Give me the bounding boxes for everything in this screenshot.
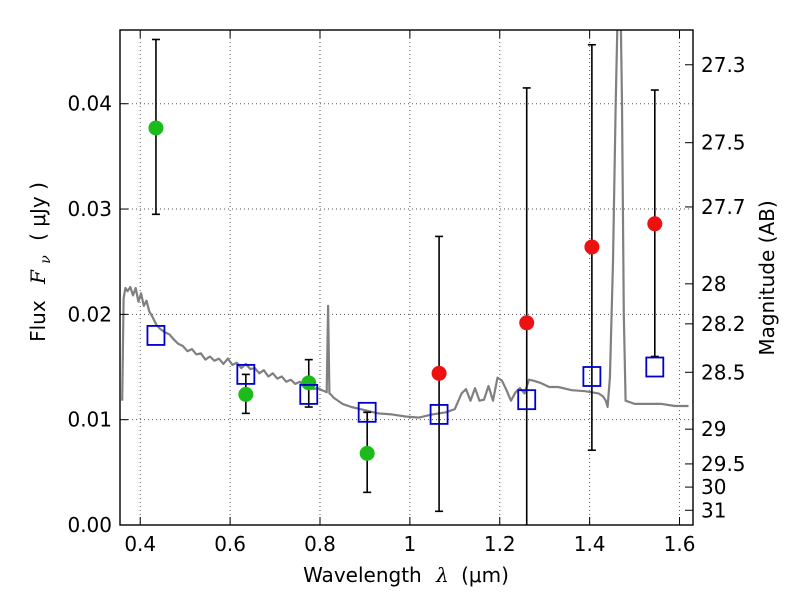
x-tick-label: 1.4 bbox=[574, 532, 606, 556]
x-tick-label: 1 bbox=[404, 532, 417, 556]
y2-tick-label: 29 bbox=[701, 417, 726, 441]
y2-tick-label: 31 bbox=[701, 498, 726, 522]
y-tick-label: 0.00 bbox=[67, 513, 112, 537]
y-axis-label: Flux F ν ( μJy ) bbox=[26, 182, 55, 342]
plot-frame bbox=[119, 29, 694, 526]
x-tick-label: 0.4 bbox=[124, 532, 156, 556]
x-tick-label: 1.6 bbox=[664, 532, 696, 556]
grid bbox=[120, 30, 693, 526]
y2-tick-label: 29.5 bbox=[701, 452, 746, 476]
x-tick-label: 1.2 bbox=[484, 532, 516, 556]
y-tick-label: 0.03 bbox=[67, 197, 112, 221]
x-axis-label-unit: (μm) bbox=[461, 563, 509, 587]
y-axis-label-symbol: F bbox=[26, 269, 50, 285]
data-point-square bbox=[517, 389, 537, 411]
data-point-square bbox=[357, 401, 377, 423]
data-point-square bbox=[146, 325, 166, 346]
y-axis-label-subscript: ν bbox=[38, 255, 54, 264]
y2-tick-label: 28 bbox=[701, 272, 726, 296]
x-tick-label: 0.8 bbox=[304, 532, 336, 556]
y-tick-label: 0.04 bbox=[67, 92, 112, 116]
y-tick-label: 0.01 bbox=[67, 408, 112, 432]
data-point-square bbox=[429, 404, 449, 425]
data-point-square bbox=[299, 384, 319, 405]
y2-axis-label: Magnitude (AB) bbox=[755, 200, 779, 355]
y2-tick-label: 28.2 bbox=[701, 312, 746, 336]
x-axis-label-prefix: Wavelength bbox=[303, 563, 422, 587]
data-point-red bbox=[431, 365, 447, 381]
data-point-square bbox=[645, 356, 665, 378]
y-axis-label-unit: ( μJy ) bbox=[26, 182, 50, 241]
y2-tick-label: 27.3 bbox=[701, 53, 746, 77]
model-spectrum-line bbox=[121, 30, 689, 419]
y2-tick-label: 30 bbox=[701, 475, 726, 499]
data-point-square bbox=[236, 363, 256, 385]
data-point-green bbox=[148, 120, 164, 136]
x-axis-label: Wavelength λ (μm) bbox=[303, 563, 509, 587]
data-point-green bbox=[301, 375, 317, 391]
data-point-green bbox=[238, 386, 254, 402]
plot-area bbox=[121, 30, 689, 525]
x-axis-label-symbol: λ bbox=[435, 563, 449, 587]
data-point-red bbox=[647, 216, 663, 232]
data-point-green bbox=[359, 445, 375, 461]
y-axis-label-prefix: Flux bbox=[26, 300, 50, 342]
data-point-square bbox=[582, 366, 602, 387]
y2-tick-label: 27.7 bbox=[701, 195, 746, 219]
y-axis: 0.00 0.01 0.02 0.03 0.04 bbox=[67, 92, 128, 537]
y2-tick-label: 27.5 bbox=[701, 131, 746, 155]
y-tick-label: 0.02 bbox=[67, 302, 112, 326]
x-axis: 0.4 0.6 0.8 1 1.2 1.4 1.6 bbox=[124, 30, 695, 556]
x-tick-label: 0.6 bbox=[214, 532, 246, 556]
data-point-red bbox=[584, 239, 600, 255]
data-point-red bbox=[519, 315, 535, 331]
y2-tick-label: 28.5 bbox=[701, 360, 746, 384]
